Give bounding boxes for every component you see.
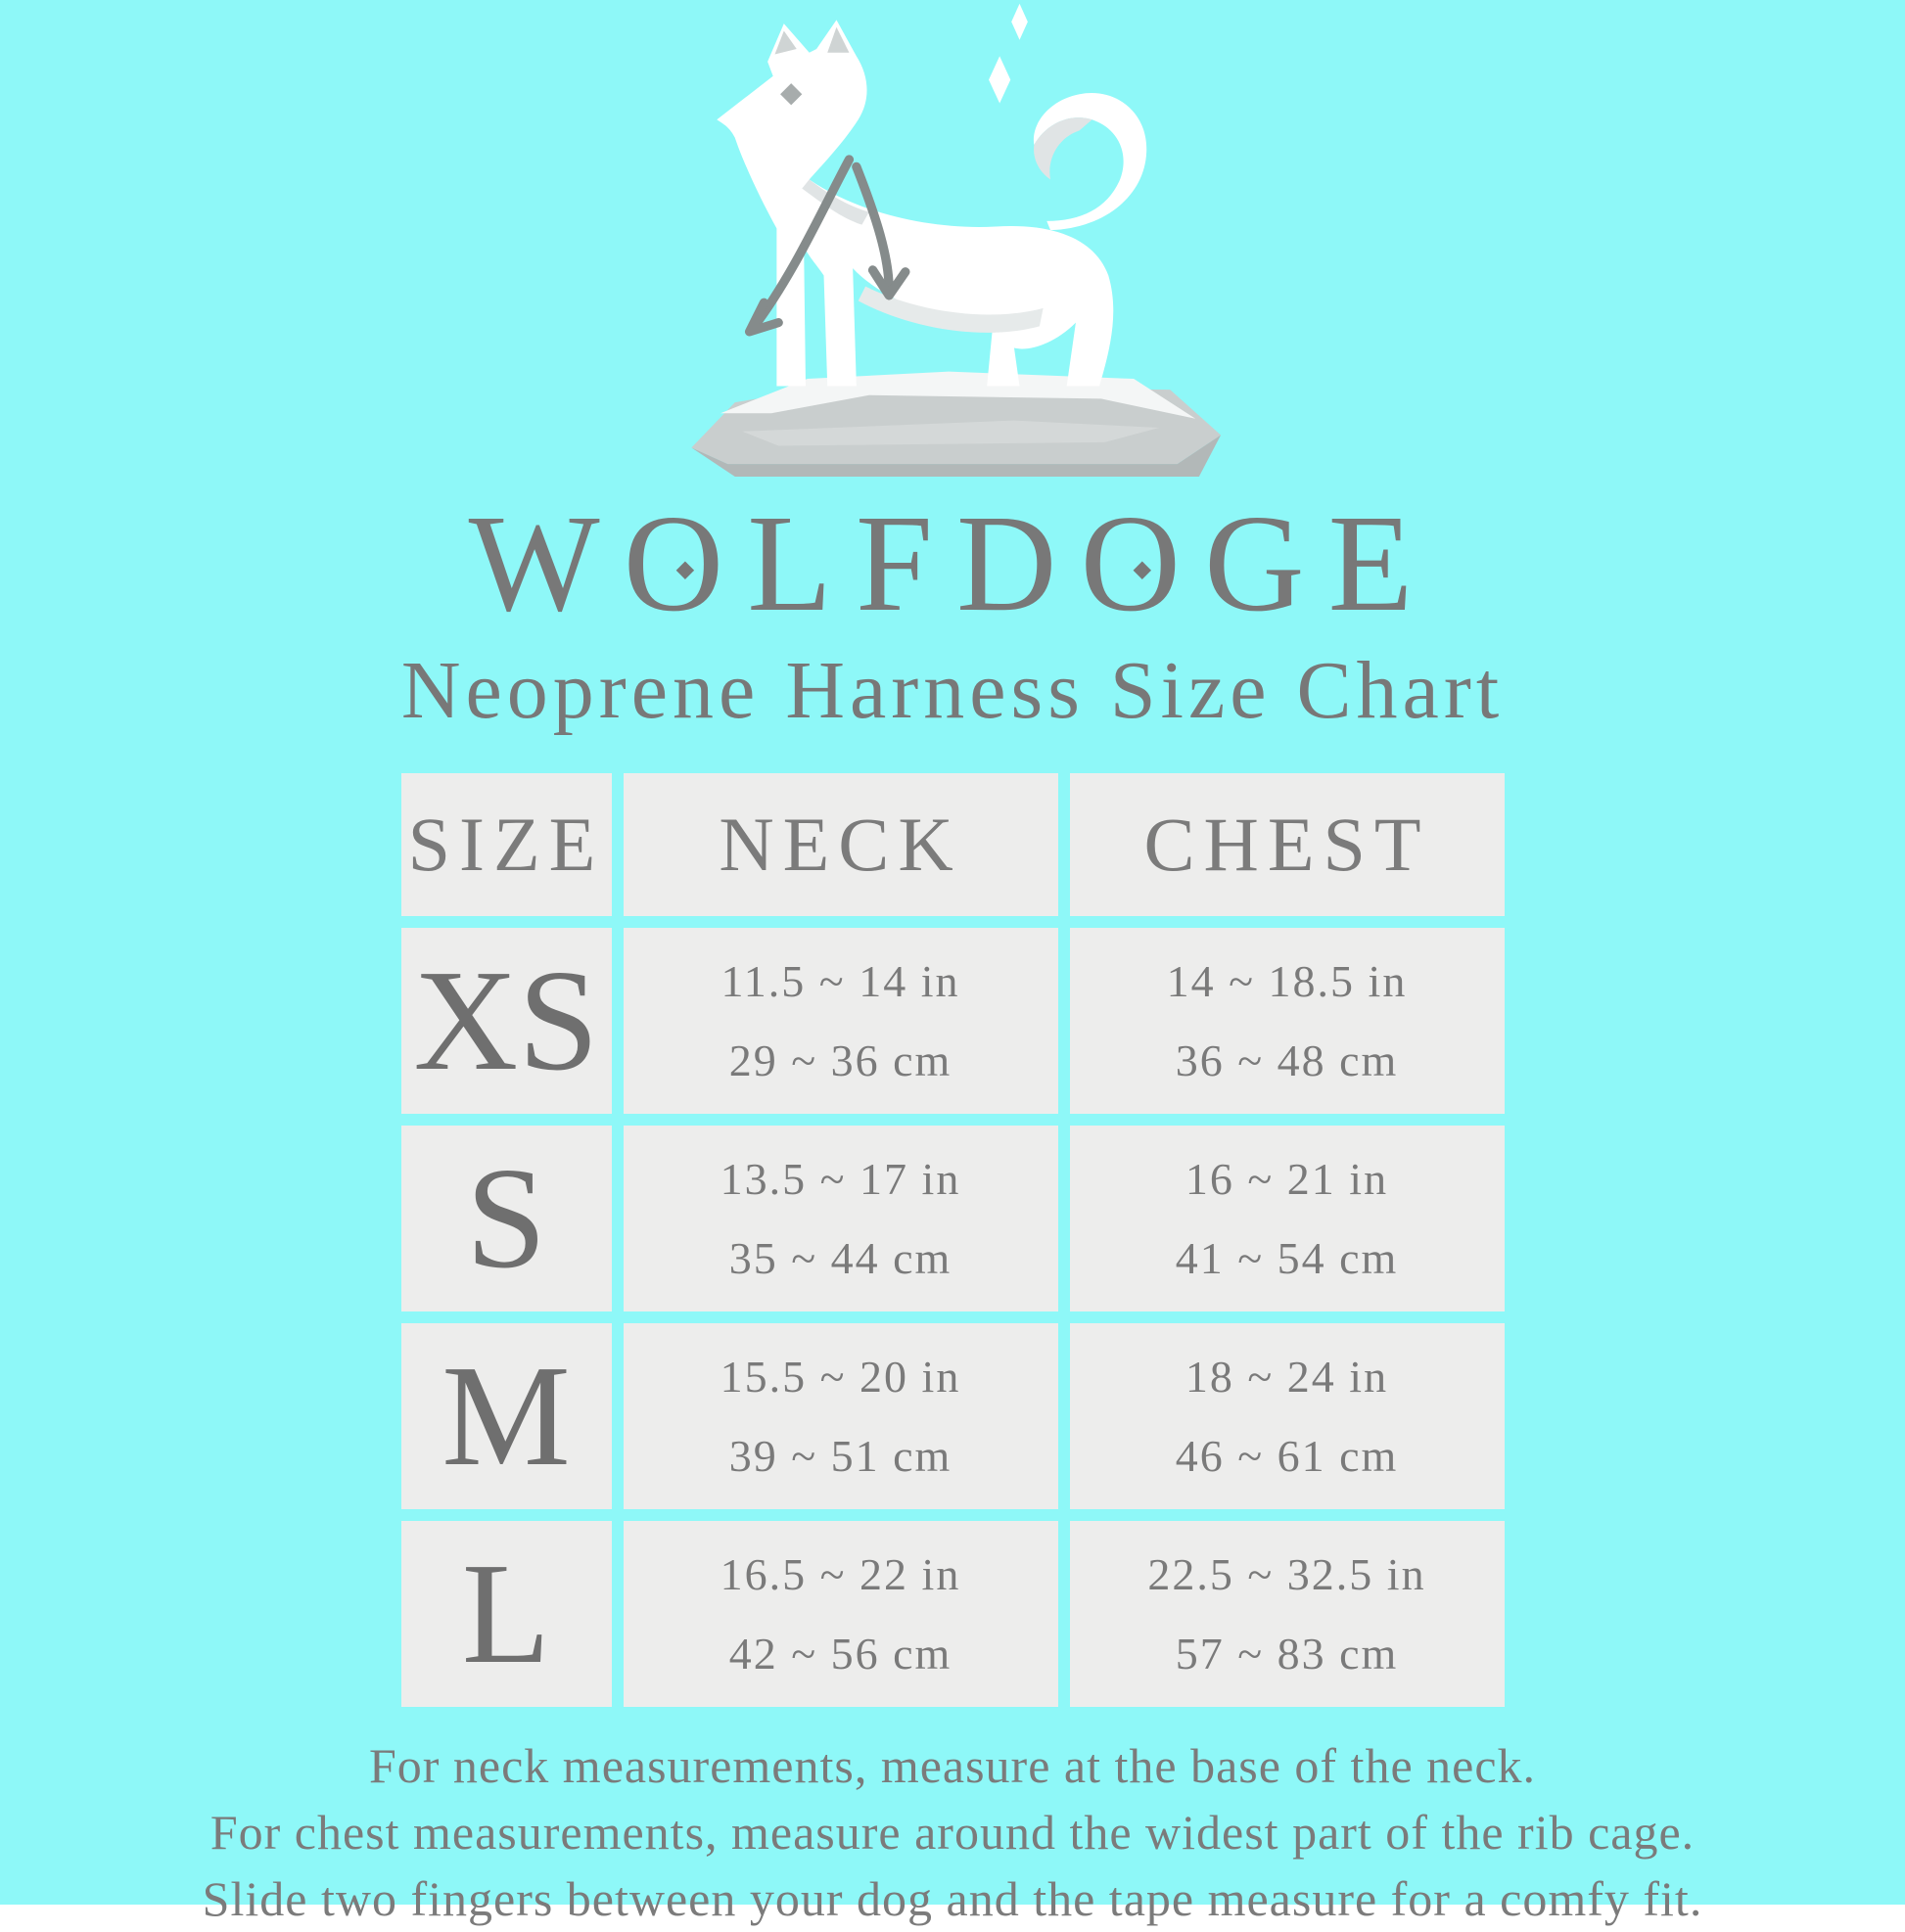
rock-icon xyxy=(691,371,1222,478)
instruction-line-1: For neck measurements, measure at the ba… xyxy=(368,1738,1537,1793)
neck-range-cm: 39 ~ 51 cm xyxy=(728,1431,952,1481)
measuring-instructions: For neck measurements, measure at the ba… xyxy=(0,1732,1905,1932)
chest-measure-arrowhead xyxy=(867,265,910,300)
neck-range-cm: 29 ~ 36 cm xyxy=(728,1035,952,1085)
chest-range-cm: 36 ~ 48 cm xyxy=(1175,1035,1399,1085)
header-cell-neck: NECK xyxy=(623,773,1058,916)
neck-range-cm: 42 ~ 56 cm xyxy=(728,1629,952,1679)
size-chart-table: SIZE NECK CHEST XS 11.5 ~ 14 in 29 ~ 36 … xyxy=(400,773,1505,1707)
neck-range-cell: 13.5 ~ 17 in 35 ~ 44 cm xyxy=(623,1126,1058,1311)
chest-measure-arrow xyxy=(852,161,894,295)
instruction-line-3: Slide two fingers between your dog and t… xyxy=(202,1871,1703,1926)
header-cell-size: SIZE xyxy=(400,773,612,916)
page-subtitle: Neoprene Harness Size Chart xyxy=(400,645,1505,736)
neck-range-in: 11.5 ~ 14 in xyxy=(720,956,960,1006)
dog-logo xyxy=(561,0,1344,489)
instruction-line-2: For chest measurements, measure around t… xyxy=(209,1805,1696,1860)
size-cell-m: M xyxy=(400,1323,612,1509)
neck-measure-arrowhead xyxy=(744,298,783,337)
neck-range-cell: 11.5 ~ 14 in 29 ~ 36 cm xyxy=(623,928,1058,1114)
dog-body xyxy=(717,20,1114,387)
neck-range-in: 13.5 ~ 17 in xyxy=(720,1154,961,1204)
neck-measure-arrow xyxy=(748,155,855,333)
neck-range-cell: 16.5 ~ 22 in 42 ~ 56 cm xyxy=(623,1521,1058,1707)
chest-range-in: 14 ~ 18.5 in xyxy=(1166,956,1408,1006)
neck-range-in: 15.5 ~ 20 in xyxy=(720,1352,961,1402)
header-cell-chest: CHEST xyxy=(1069,773,1505,916)
neck-range-in: 16.5 ~ 22 in xyxy=(720,1549,961,1599)
dog-eye-icon xyxy=(780,83,803,106)
dog-tail xyxy=(1033,93,1147,231)
chest-range-cm: 46 ~ 61 cm xyxy=(1175,1431,1399,1481)
size-cell-l: L xyxy=(400,1521,612,1707)
neck-range-cell: 15.5 ~ 20 in 39 ~ 51 cm xyxy=(623,1323,1058,1509)
size-cell-xs: XS xyxy=(400,928,612,1114)
chest-range-cell: 16 ~ 21 in 41 ~ 54 cm xyxy=(1069,1126,1505,1311)
chest-range-cm: 41 ~ 54 cm xyxy=(1175,1233,1399,1283)
sparkle-icon xyxy=(1011,3,1028,40)
dog-logo-icon xyxy=(691,3,1222,478)
chest-range-in: 22.5 ~ 32.5 in xyxy=(1147,1549,1426,1599)
chest-range-in: 16 ~ 21 in xyxy=(1185,1154,1389,1204)
chest-range-cell: 14 ~ 18.5 in 36 ~ 48 cm xyxy=(1069,928,1505,1114)
sparkle-icon xyxy=(989,56,1011,104)
chest-range-cell: 22.5 ~ 32.5 in 57 ~ 83 cm xyxy=(1069,1521,1505,1707)
chest-range-cell: 18 ~ 24 in 46 ~ 61 cm xyxy=(1069,1323,1505,1509)
chest-range-in: 18 ~ 24 in xyxy=(1185,1352,1389,1402)
brand-title: WO ◆ LFDO ◆ GE xyxy=(468,485,1437,640)
chest-range-cm: 57 ~ 83 cm xyxy=(1175,1629,1399,1679)
neck-range-cm: 35 ~ 44 cm xyxy=(728,1233,952,1283)
size-cell-s: S xyxy=(400,1126,612,1311)
